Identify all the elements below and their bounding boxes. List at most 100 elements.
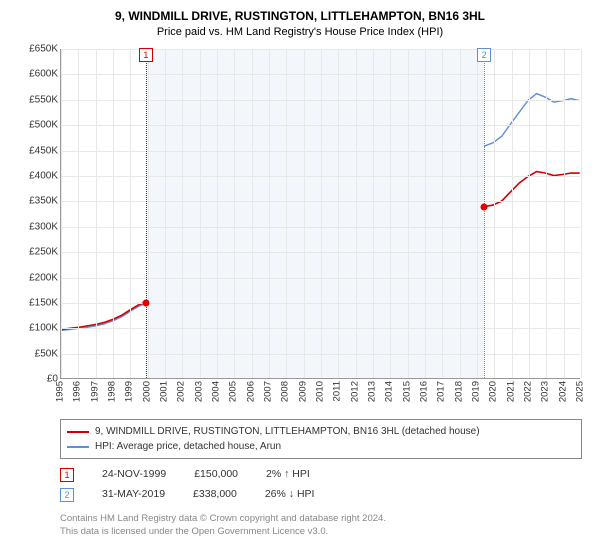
gridline-vertical — [390, 49, 391, 378]
gridline-vertical — [546, 49, 547, 378]
event-date: 31-MAY-2019 — [102, 485, 165, 505]
x-axis-tick: 1996 — [72, 381, 83, 402]
x-axis-tick: 1999 — [124, 381, 135, 402]
event-date: 24-NOV-1999 — [102, 465, 166, 485]
chart-subtitle: Price paid vs. HM Land Registry's House … — [14, 25, 586, 39]
gridline-vertical — [304, 49, 305, 378]
gridline-vertical — [338, 49, 339, 378]
gridline-vertical — [581, 49, 582, 378]
legend-label: HPI: Average price, detached house, Arun — [95, 439, 281, 454]
x-axis-tick: 1998 — [107, 381, 118, 402]
chart-area: 12 £0£50K£100K£150K£200K£250K£300K£350K£… — [14, 45, 586, 415]
x-axis-tick: 2016 — [419, 381, 430, 402]
gridline-vertical — [61, 49, 62, 378]
chart-container: 9, WINDMILL DRIVE, RUSTINGTON, LITTLEHAM… — [0, 0, 600, 560]
x-axis-tick: 2003 — [193, 381, 204, 402]
gridline-vertical — [512, 49, 513, 378]
legend-box: 9, WINDMILL DRIVE, RUSTINGTON, LITTLEHAM… — [60, 419, 582, 459]
x-axis-tick: 2023 — [540, 381, 551, 402]
x-axis-tick: 2022 — [523, 381, 534, 402]
x-axis-tick: 1997 — [89, 381, 100, 402]
event-badge: 1 — [139, 48, 153, 62]
x-axis-tick: 2000 — [141, 381, 152, 402]
legend-item: 9, WINDMILL DRIVE, RUSTINGTON, LITTLEHAM… — [67, 424, 575, 439]
gridline-vertical — [182, 49, 183, 378]
events-table: 1 24-NOV-1999 £150,000 2% ↑ HPI 2 31-MAY-2019… — [60, 465, 586, 505]
x-axis-tick: 2020 — [488, 381, 499, 402]
event-delta: 26% ↓ HPI — [265, 485, 315, 505]
gridline-vertical — [408, 49, 409, 378]
x-axis-tick: 2024 — [557, 381, 568, 402]
gridline-vertical — [425, 49, 426, 378]
event-marker — [142, 299, 149, 306]
gridline-vertical — [217, 49, 218, 378]
gridline-vertical — [477, 49, 478, 378]
y-axis-tick: £350K — [16, 196, 58, 207]
y-axis-tick: £600K — [16, 69, 58, 80]
y-axis-tick: £650K — [16, 44, 58, 55]
gridline-vertical — [286, 49, 287, 378]
x-axis-tick: 2012 — [349, 381, 360, 402]
y-axis-tick: £500K — [16, 120, 58, 131]
y-axis-tick: £50K — [16, 348, 58, 359]
x-axis-tick: 2004 — [211, 381, 222, 402]
event-row-badge: 1 — [60, 468, 74, 482]
y-axis-tick: £150K — [16, 297, 58, 308]
x-axis-tick: 2005 — [228, 381, 239, 402]
gridline-vertical — [96, 49, 97, 378]
footer-note: Contains HM Land Registry data © Crown c… — [60, 513, 586, 539]
y-axis-tick: £400K — [16, 171, 58, 182]
legend-item: HPI: Average price, detached house, Arun — [67, 439, 575, 454]
x-axis-tick: 2010 — [315, 381, 326, 402]
gridline-vertical — [269, 49, 270, 378]
gridline-vertical — [460, 49, 461, 378]
x-axis-tick: 2001 — [159, 381, 170, 402]
x-axis-tick: 2025 — [575, 381, 586, 402]
x-axis-tick: 2015 — [401, 381, 412, 402]
y-axis-tick: £250K — [16, 247, 58, 258]
legend-label: 9, WINDMILL DRIVE, RUSTINGTON, LITTLEHAM… — [95, 424, 480, 439]
plot-region: 12 — [60, 49, 580, 379]
gridline-vertical — [442, 49, 443, 378]
y-axis-tick: £550K — [16, 94, 58, 105]
legend-swatch — [67, 446, 89, 448]
x-axis-tick: 2021 — [505, 381, 516, 402]
gridline-vertical — [529, 49, 530, 378]
x-axis-tick: 2013 — [367, 381, 378, 402]
x-axis-tick: 2002 — [176, 381, 187, 402]
x-axis-tick: 2008 — [280, 381, 291, 402]
x-axis-tick: 2017 — [436, 381, 447, 402]
x-axis-tick: 1995 — [55, 381, 66, 402]
chart-title: 9, WINDMILL DRIVE, RUSTINGTON, LITTLEHAM… — [14, 8, 586, 25]
footer-line-1: Contains HM Land Registry data © Crown c… — [60, 513, 586, 526]
event-row: 231-MAY-2019£338,00026% ↓ HPI — [60, 485, 586, 505]
gridline-vertical — [321, 49, 322, 378]
x-axis-tick: 2019 — [471, 381, 482, 402]
gridline-vertical — [148, 49, 149, 378]
x-axis-tick: 2018 — [453, 381, 464, 402]
event-price: £150,000 — [194, 465, 238, 485]
event-delta: 2% ↑ HPI — [266, 465, 310, 485]
event-badge: 2 — [477, 48, 491, 62]
gridline-vertical — [113, 49, 114, 378]
y-axis-tick: £0 — [16, 374, 58, 385]
event-row: 1 24-NOV-1999 £150,000 2% ↑ HPI — [60, 465, 586, 485]
gridline-vertical — [200, 49, 201, 378]
gridline-vertical — [234, 49, 235, 378]
gridline-vertical — [356, 49, 357, 378]
legend-swatch — [67, 431, 89, 433]
gridline-vertical — [252, 49, 253, 378]
event-line — [484, 49, 485, 378]
gridline-vertical — [78, 49, 79, 378]
gridline-vertical — [165, 49, 166, 378]
y-axis-tick: £200K — [16, 272, 58, 283]
gridline-vertical — [564, 49, 565, 378]
footer-line-2: This data is licensed under the Open Gov… — [60, 526, 586, 539]
event-marker — [481, 204, 488, 211]
x-axis-tick: 2009 — [297, 381, 308, 402]
event-row-badge: 2 — [60, 488, 74, 502]
x-axis-tick: 2014 — [384, 381, 395, 402]
y-axis-tick: £100K — [16, 323, 58, 334]
gridline-vertical — [494, 49, 495, 378]
event-line — [146, 49, 147, 378]
